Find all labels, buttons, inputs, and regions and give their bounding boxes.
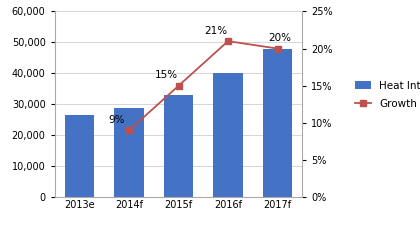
Bar bbox=[65, 115, 94, 197]
Text: 15%: 15% bbox=[155, 70, 178, 80]
Legend: Heat Interface Units, Growth: Heat Interface Units, Growth bbox=[352, 78, 420, 112]
Bar bbox=[263, 49, 292, 197]
Text: 9%: 9% bbox=[108, 115, 125, 125]
Bar bbox=[164, 95, 193, 197]
Bar bbox=[213, 73, 243, 197]
Text: 21%: 21% bbox=[204, 26, 227, 36]
Bar bbox=[114, 108, 144, 197]
Text: 20%: 20% bbox=[269, 33, 291, 43]
